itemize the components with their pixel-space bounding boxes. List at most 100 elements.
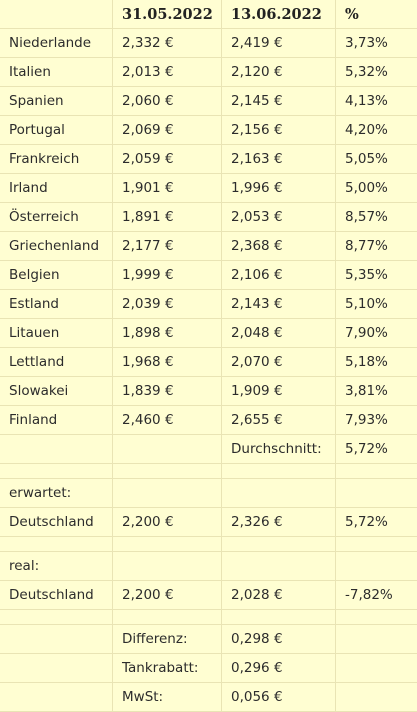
spacer-row	[0, 610, 417, 625]
price-13-06-2022: 2,655 €	[222, 406, 336, 435]
country-rows: Niederlande 2,332 €2,419 €3,73% Italien 2,0…	[0, 29, 417, 435]
price-13-06-2022: 2,053 €	[222, 203, 336, 232]
price-13-06-2022: 2,368 €	[222, 232, 336, 261]
average-value: 5,72%	[336, 435, 417, 464]
header-percent: %	[336, 0, 417, 29]
country-name: Finland	[0, 406, 113, 435]
price-13-06-2022: 1,996 €	[222, 174, 336, 203]
expected-section-label: erwartet:	[0, 479, 113, 508]
percent-change: 8,77%	[336, 232, 417, 261]
country-name: Griechenland	[0, 232, 113, 261]
country-name: Estland	[0, 290, 113, 319]
table-row: Irland 1,901 €1,996 €5,00%	[0, 174, 417, 203]
summary-value: 0,296 €	[222, 654, 336, 683]
country-name: Portugal	[0, 116, 113, 145]
table-row: Spanien 2,060 €2,145 €4,13%	[0, 87, 417, 116]
price-13-06-2022: 2,163 €	[222, 145, 336, 174]
price-13-06-2022: 2,120 €	[222, 58, 336, 87]
header-row: 31.05.2022 13.06.2022 %	[0, 0, 417, 29]
summary-row-tank-discount: Tankrabatt: 0,296 €	[0, 654, 417, 683]
summary-value: 0,298 €	[222, 625, 336, 654]
percent-change: 7,90%	[336, 319, 417, 348]
price-13-06-2022: 2,145 €	[222, 87, 336, 116]
price-31-05-2022: 1,901 €	[113, 174, 222, 203]
expected-country: Deutschland	[0, 508, 113, 537]
percent-change: 5,32%	[336, 58, 417, 87]
price-13-06-2022: 2,143 €	[222, 290, 336, 319]
price-31-05-2022: 1,891 €	[113, 203, 222, 232]
summary-label: Differenz:	[113, 625, 222, 654]
country-name: Irland	[0, 174, 113, 203]
table-row: Litauen 1,898 €2,048 €7,90%	[0, 319, 417, 348]
average-row: Durchschnitt: 5,72%	[0, 435, 417, 464]
price-13-06-2022: 2,070 €	[222, 348, 336, 377]
price-31-05-2022: 1,898 €	[113, 319, 222, 348]
spacer-row	[0, 537, 417, 552]
table-row: Niederlande 2,332 €2,419 €3,73%	[0, 29, 417, 58]
percent-change: 7,93%	[336, 406, 417, 435]
country-name: Niederlande	[0, 29, 113, 58]
expected-price-1: 2,200 €	[113, 508, 222, 537]
real-percent: -7,82%	[336, 581, 417, 610]
percent-change: 5,00%	[336, 174, 417, 203]
header-country	[0, 0, 113, 29]
spacer-row	[0, 464, 417, 479]
price-31-05-2022: 2,332 €	[113, 29, 222, 58]
table-row: Griechenland 2,177 €2,368 €8,77%	[0, 232, 417, 261]
real-price-1: 2,200 €	[113, 581, 222, 610]
price-31-05-2022: 2,013 €	[113, 58, 222, 87]
table-row: Finland 2,460 €2,655 €7,93%	[0, 406, 417, 435]
country-name: Spanien	[0, 87, 113, 116]
real-price-2: 2,028 €	[222, 581, 336, 610]
table-row: Frankreich 2,059 €2,163 €5,05%	[0, 145, 417, 174]
percent-change: 4,20%	[336, 116, 417, 145]
percent-change: 4,13%	[336, 87, 417, 116]
header-date-1: 31.05.2022	[113, 0, 222, 29]
real-section-row: real:	[0, 552, 417, 581]
table-row: Belgien 1,999 €2,106 €5,35%	[0, 261, 417, 290]
summary-row-difference: Differenz: 0,298 €	[0, 625, 417, 654]
percent-change: 3,73%	[336, 29, 417, 58]
country-name: Italien	[0, 58, 113, 87]
country-name: Litauen	[0, 319, 113, 348]
price-13-06-2022: 1,909 €	[222, 377, 336, 406]
country-name: Belgien	[0, 261, 113, 290]
average-label: Durchschnitt:	[222, 435, 336, 464]
summary-label: Tankrabatt:	[113, 654, 222, 683]
price-31-05-2022: 2,460 €	[113, 406, 222, 435]
real-germany-row: Deutschland 2,200 € 2,028 € -7,82%	[0, 581, 417, 610]
expected-percent: 5,72%	[336, 508, 417, 537]
country-name: Slowakei	[0, 377, 113, 406]
price-13-06-2022: 2,048 €	[222, 319, 336, 348]
price-13-06-2022: 2,106 €	[222, 261, 336, 290]
real-country: Deutschland	[0, 581, 113, 610]
price-31-05-2022: 2,069 €	[113, 116, 222, 145]
percent-change: 5,18%	[336, 348, 417, 377]
country-name: Lettland	[0, 348, 113, 377]
percent-change: 5,35%	[336, 261, 417, 290]
table-row: Portugal 2,069 €2,156 €4,20%	[0, 116, 417, 145]
price-31-05-2022: 2,060 €	[113, 87, 222, 116]
percent-change: 5,10%	[336, 290, 417, 319]
table-row: Lettland 1,968 €2,070 €5,18%	[0, 348, 417, 377]
table-row: Italien 2,013 €2,120 €5,32%	[0, 58, 417, 87]
table-row: Estland 2,039 €2,143 €5,10%	[0, 290, 417, 319]
price-31-05-2022: 1,999 €	[113, 261, 222, 290]
price-31-05-2022: 2,039 €	[113, 290, 222, 319]
header-date-2: 13.06.2022	[222, 0, 336, 29]
percent-change: 5,05%	[336, 145, 417, 174]
percent-change: 8,57%	[336, 203, 417, 232]
expected-germany-row: Deutschland 2,200 € 2,326 € 5,72%	[0, 508, 417, 537]
price-31-05-2022: 2,177 €	[113, 232, 222, 261]
real-section-label: real:	[0, 552, 113, 581]
expected-price-2: 2,326 €	[222, 508, 336, 537]
price-31-05-2022: 1,968 €	[113, 348, 222, 377]
percent-change: 3,81%	[336, 377, 417, 406]
table-row: Slowakei 1,839 €1,909 €3,81%	[0, 377, 417, 406]
price-31-05-2022: 2,059 €	[113, 145, 222, 174]
country-name: Österreich	[0, 203, 113, 232]
price-31-05-2022: 1,839 €	[113, 377, 222, 406]
price-13-06-2022: 2,419 €	[222, 29, 336, 58]
expected-section-row: erwartet:	[0, 479, 417, 508]
